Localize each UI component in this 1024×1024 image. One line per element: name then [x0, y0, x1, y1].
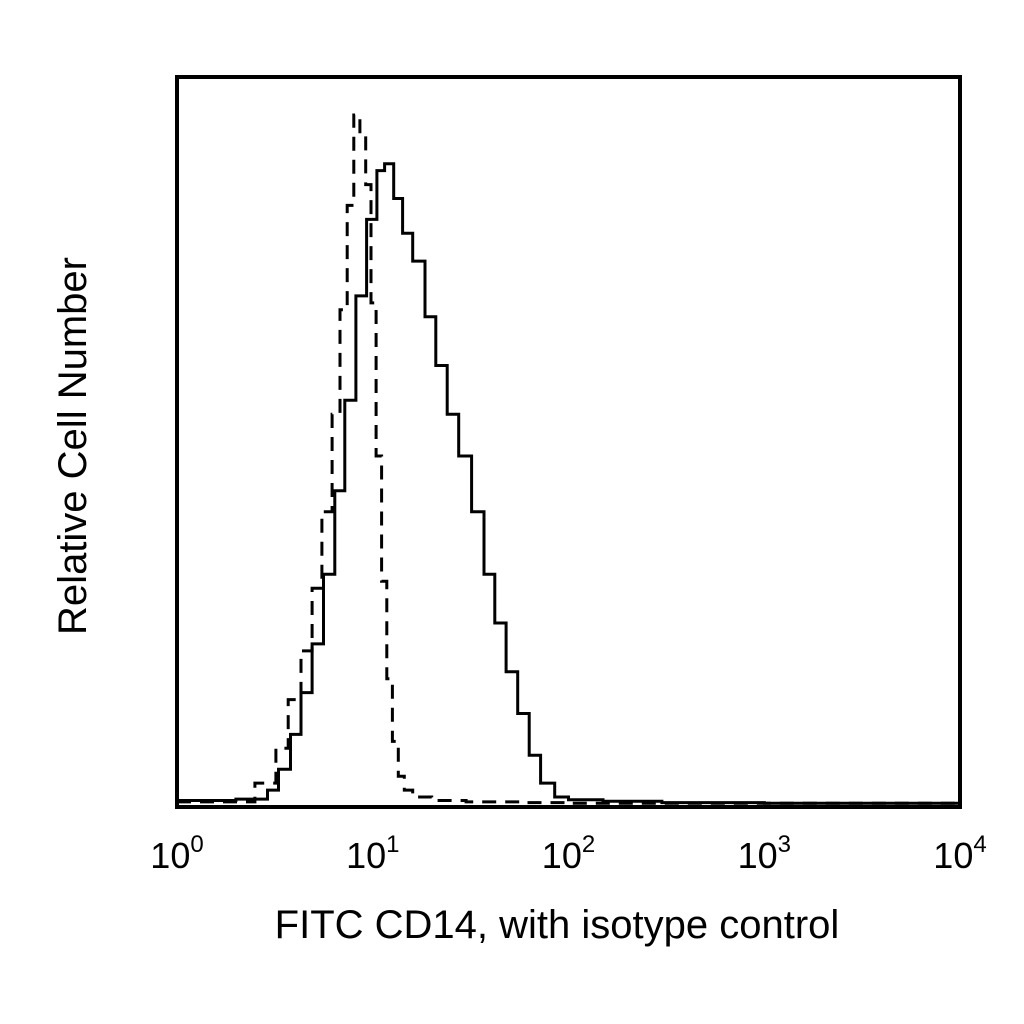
x-tick-label: 100 [150, 831, 203, 876]
x-tick-label: 102 [542, 831, 595, 876]
x-tick-label: 101 [346, 831, 399, 876]
series-isotype-control-line [177, 113, 960, 805]
x-tick-label: 103 [738, 831, 791, 876]
series-layer [177, 113, 960, 805]
y-axis-label: Relative Cell Number [51, 257, 95, 635]
x-axis-label: FITC CD14, with isotype control [275, 903, 840, 947]
x-tick-labels: 100 101 102 103 104 [150, 831, 986, 876]
x-tick-label: 104 [933, 831, 986, 876]
plot-frame [175, 75, 962, 809]
series-cd14-line [177, 162, 960, 805]
